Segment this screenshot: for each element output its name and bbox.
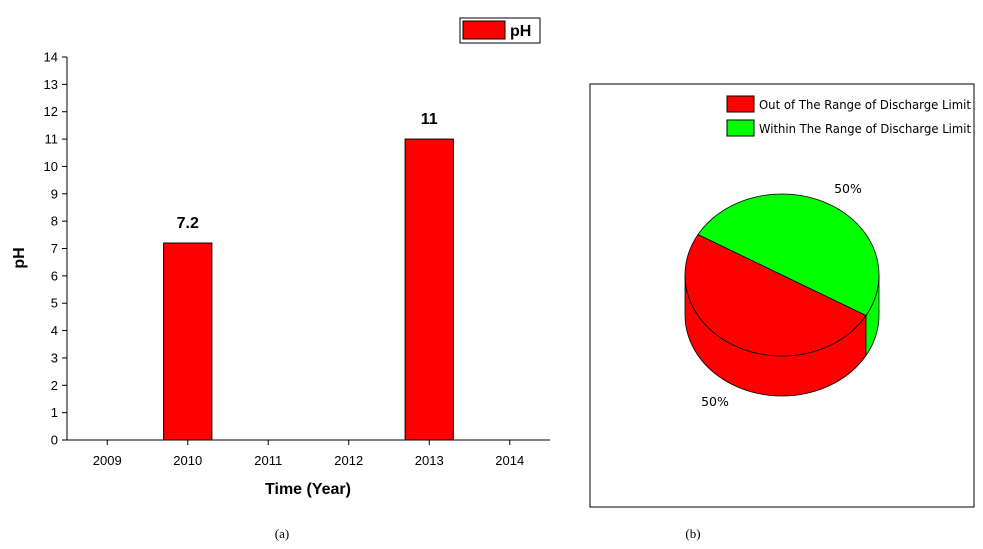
y-tick-label: 3: [51, 350, 58, 365]
y-tick-label: 6: [51, 268, 58, 283]
x-tick-label: 2011: [254, 453, 282, 468]
pie-body: [684, 193, 880, 397]
pie-slice-within: [697, 193, 880, 317]
slice-label-out: 50%: [701, 394, 729, 409]
bar-2013: [404, 138, 454, 441]
legend-swatch-within: [726, 119, 755, 137]
y-tick-label: 7: [51, 241, 58, 256]
x-tick-label: 2013: [415, 453, 444, 468]
pie-slice-out: [684, 233, 867, 357]
x-tick-label: 2010: [173, 453, 202, 468]
bar-2010: [163, 242, 213, 441]
legend-label-out: Out of The Range of Discharge Limit: [759, 97, 971, 112]
y-axis-title: pH: [11, 247, 28, 268]
slice-label-within: 50%: [834, 181, 862, 196]
y-tick-label: 14: [44, 50, 58, 65]
y-tick-label: 13: [44, 77, 58, 92]
legend-swatch-out: [726, 95, 755, 113]
y-tick-label: 2: [51, 378, 58, 393]
legend-swatch: [462, 20, 506, 40]
y-tick-label: 0: [51, 433, 58, 448]
y-tick-label: 5: [51, 296, 58, 311]
x-tick-label: 2009: [93, 453, 122, 468]
x-ticks: 2009 2010 2011 2012 2013 2014: [93, 440, 524, 468]
pie-chart: Out of The Range of Discharge Limit With…: [589, 83, 975, 541]
data-label-2013: 11: [421, 111, 438, 128]
y-tick-label: 11: [45, 132, 59, 147]
y-tick-label: 12: [44, 104, 58, 119]
x-axis-title: Time (Year): [265, 481, 351, 498]
y-tick-label: 8: [51, 214, 58, 229]
y-tick-label: 9: [51, 186, 58, 201]
x-tick-label: 2014: [495, 453, 524, 468]
y-tick-label: 4: [51, 323, 58, 338]
bar-legend: pH: [459, 17, 541, 44]
legend-label: pH: [510, 23, 531, 40]
x-tick-label: 2012: [334, 453, 363, 468]
panel-label-b: (b): [685, 526, 700, 541]
bars: 7.2 11: [163, 111, 454, 441]
legend-label-within: Within The Range of Discharge Limit: [759, 121, 971, 136]
y-tick-label: 1: [51, 405, 58, 420]
data-label-2010: 7.2: [177, 215, 199, 232]
pie-legend: Out of The Range of Discharge Limit With…: [726, 95, 971, 137]
y-tick-label: 10: [44, 159, 58, 174]
panel-label-a: (a): [275, 526, 289, 541]
